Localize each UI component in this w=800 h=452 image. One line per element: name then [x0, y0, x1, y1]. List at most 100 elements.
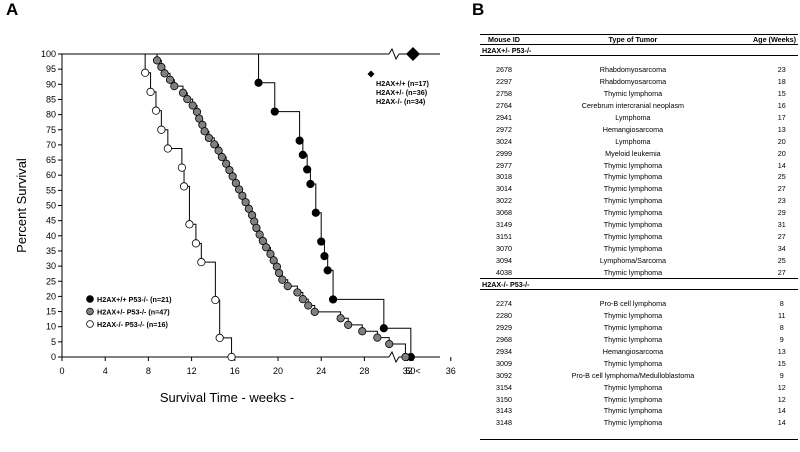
- data-point: [270, 107, 279, 116]
- x-tick-label: 8: [146, 366, 151, 376]
- cell-age: 12: [777, 382, 786, 392]
- cell-mouse-id: 2297: [496, 77, 512, 87]
- cell-age: 25: [777, 172, 786, 182]
- cell-age: 27: [777, 231, 786, 241]
- x-tick-label: 20: [273, 366, 283, 376]
- table-row: 2280 Thymic lymphoma 11: [480, 310, 798, 322]
- cell-mouse-id: 2274: [496, 299, 512, 309]
- tumor-table: Mouse ID Type of Tumor Age (Weeks) H2AX+…: [480, 34, 798, 440]
- table-row: 4038 Thymic lymphoma 27: [480, 266, 798, 278]
- header-mouse-id: Mouse ID: [480, 34, 541, 45]
- table-row: 2968 Thymic lymphoma 9: [480, 334, 798, 346]
- data-point: [269, 256, 278, 265]
- survival-chart: 0510152025303540455055606570758085909510…: [14, 47, 456, 405]
- data-point: [258, 236, 267, 246]
- data-point: [163, 144, 172, 153]
- cell-mouse-id: 3014: [496, 184, 512, 194]
- data-point: [254, 78, 263, 87]
- table-row: 2999 Myeloid leukemia 20: [480, 147, 798, 159]
- cell-mouse-id: 2968: [496, 335, 512, 345]
- table-row: 3151 Thymic lymphoma 27: [480, 230, 798, 242]
- data-point: [188, 101, 197, 110]
- data-point: [401, 352, 410, 362]
- cell-tumor-type: Thymic lymphoma: [603, 382, 663, 392]
- table-row: 2972 Hemangiosarcoma 13: [480, 123, 798, 135]
- y-tick-label: 95: [46, 64, 56, 74]
- cell-mouse-id: 3154: [496, 382, 512, 392]
- cell-age: 13: [777, 124, 786, 134]
- data-point: [306, 179, 315, 189]
- cell-age: 8: [779, 323, 784, 333]
- cell-tumor-type: Pro-B cell lymphoma/Medulloblastoma: [571, 370, 695, 380]
- data-point: [266, 249, 275, 259]
- cell-mouse-id: 3149: [496, 220, 512, 230]
- group-header-row: H2AX+/- P53-/-: [480, 44, 798, 56]
- data-point: [179, 182, 189, 191]
- cell-tumor-type: Cerebrum intercranial neoplasm: [581, 101, 685, 111]
- data-point: [293, 288, 302, 297]
- cell-age: 12: [777, 394, 786, 404]
- cell-mouse-id: 3009: [496, 358, 512, 368]
- cell-mouse-id: 2280: [496, 311, 512, 321]
- data-point: [222, 159, 231, 168]
- y-tick-label: 60: [46, 170, 56, 180]
- data-point: [262, 243, 271, 252]
- data-point: [336, 314, 345, 323]
- data-point: [151, 106, 161, 115]
- data-point: [178, 88, 188, 97]
- cell-tumor-type: Pro-B cell lymphoma: [599, 299, 667, 309]
- spacer-cell: [480, 290, 798, 299]
- x-tick-label: 16: [230, 366, 240, 376]
- cell-age: 16: [777, 101, 786, 111]
- x-tick-label: 28: [359, 366, 369, 376]
- cell-age: 8: [779, 299, 784, 309]
- table-row: 3092 Pro-B cell lymphoma/Medulloblastoma 9: [480, 369, 798, 381]
- data-point: [310, 307, 319, 316]
- cell-tumor-type: Thymic lymphoma: [603, 220, 663, 230]
- cell-mouse-id: 2764: [496, 101, 512, 111]
- data-point: [274, 268, 284, 278]
- table-row: 2764 Cerebrum intercranial neoplasm 16: [480, 100, 798, 112]
- data-point: [323, 266, 332, 275]
- table-row: 2274 Pro-B cell lymphoma 8: [480, 298, 798, 310]
- table-row: 2977 Thymic lymphoma 14: [480, 159, 798, 171]
- cell-tumor-type: Thymic lymphoma: [603, 358, 663, 368]
- y-tick-label: 20: [46, 291, 56, 301]
- data-point: [165, 75, 175, 84]
- panel-a: A 0 5 10 15 20 25 30 35 40 45 50 55 60 65 70 75 80 85 90 95…: [6, 0, 456, 405]
- data-point: [295, 136, 304, 145]
- cell-age: 14: [777, 160, 786, 170]
- cell-mouse-id: 3022: [496, 196, 512, 206]
- cell-mouse-id: 3018: [496, 172, 512, 182]
- cell-tumor-type: Lymphoma/Sarcoma: [599, 255, 666, 265]
- cell-tumor-type: Thymic lymphoma: [603, 267, 663, 277]
- cell-tumor-type: Hemangiosarcoma: [602, 124, 664, 134]
- data-point: [238, 191, 247, 200]
- cell-tumor-type: Thymic lymphoma: [603, 418, 663, 428]
- cell-age: 23: [777, 65, 786, 75]
- legend-label-2: H2AX-/- P53-/- (n=16): [97, 320, 168, 329]
- data-point: [210, 140, 219, 149]
- cell-mouse-id: 3024: [496, 136, 512, 146]
- x-break-tick-label: 50<: [405, 366, 420, 376]
- cell-age: 20: [777, 148, 786, 158]
- cell-mouse-id: 3148: [496, 418, 512, 428]
- data-point: [385, 339, 394, 349]
- cell-tumor-type: Thymic lymphoma: [603, 89, 663, 99]
- annotation-line: H2AX-/- (n=34): [376, 97, 426, 106]
- data-point: [244, 204, 253, 213]
- data-point: [328, 295, 338, 304]
- y-tick-label: 50: [46, 201, 56, 211]
- data-point: [311, 208, 320, 217]
- table-row: 3094 Lymphoma/Sarcoma 25: [480, 254, 798, 266]
- legend-label-0: H2AX+/+ P53-/- (n=21): [97, 295, 172, 304]
- cell-age: 20: [777, 136, 786, 146]
- cell-mouse-id: 2929: [496, 323, 512, 333]
- x-tick-label: 12: [187, 366, 197, 376]
- data-point: [344, 320, 353, 329]
- cell-tumor-type: Myeloid leukemia: [605, 148, 661, 158]
- data-point: [225, 165, 234, 175]
- cell-tumor-type: Thymic lymphoma: [603, 406, 663, 416]
- x-tick-label: 0: [59, 366, 64, 376]
- top-line-break-mark: [388, 47, 400, 61]
